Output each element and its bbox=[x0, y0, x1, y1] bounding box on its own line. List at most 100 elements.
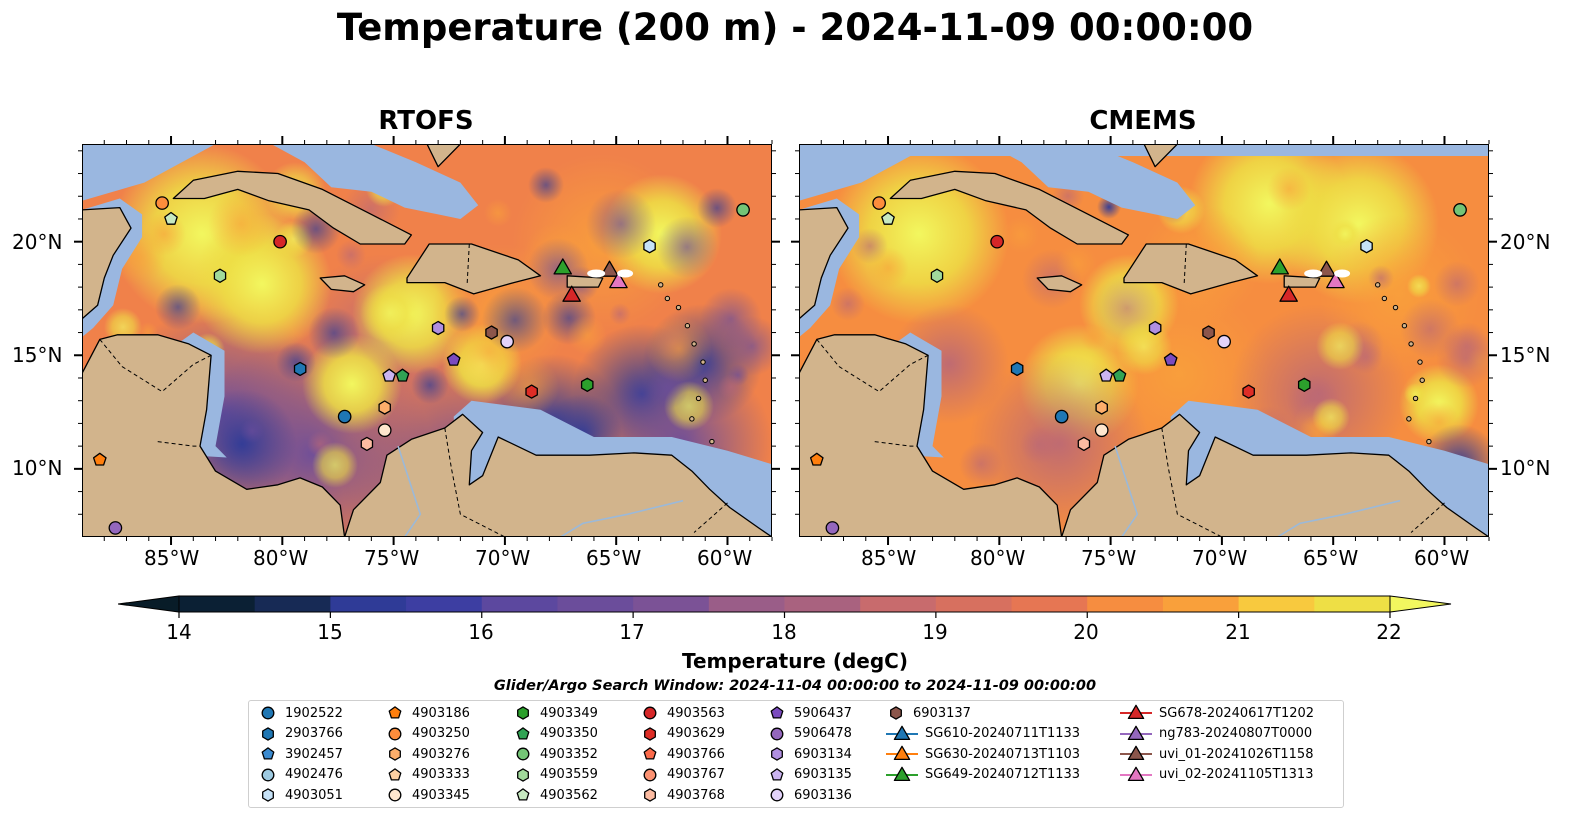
observation-marker bbox=[273, 234, 287, 249]
temperature-eddy bbox=[867, 247, 909, 289]
legend-label: 4903629 bbox=[667, 726, 725, 741]
colorbar-bin bbox=[784, 596, 861, 612]
temperature-eddy bbox=[959, 442, 1003, 486]
river bbox=[1114, 445, 1139, 537]
colorbar-tick-label: 18 bbox=[771, 620, 797, 644]
observation-marker bbox=[1112, 368, 1127, 382]
temperature-eddy bbox=[656, 216, 718, 278]
yucatan-land bbox=[799, 206, 849, 320]
legend-marker bbox=[770, 767, 784, 781]
temperature-eddy bbox=[1312, 398, 1350, 436]
antilles-island bbox=[695, 395, 702, 402]
observation-marker bbox=[395, 368, 410, 382]
x-tick-label: 65°W bbox=[586, 546, 642, 570]
legend-entry: 4903250 bbox=[384, 724, 470, 744]
observation-marker bbox=[809, 452, 824, 466]
observation-marker bbox=[213, 268, 227, 283]
legend-entry: 6903136 bbox=[766, 785, 852, 805]
antilles-island bbox=[691, 341, 697, 347]
legend-label: 1902522 bbox=[285, 705, 343, 721]
cmems-temperature-map bbox=[799, 144, 1489, 537]
legend-entry: ng783-20240807T0000 bbox=[1119, 724, 1312, 744]
x-tick-label: 70°W bbox=[1192, 546, 1248, 570]
bahamas-land bbox=[1143, 144, 1179, 168]
observation-marker bbox=[1270, 258, 1290, 275]
temperature-eddy bbox=[567, 315, 607, 355]
antilles-island bbox=[1392, 304, 1399, 311]
legend-marker bbox=[388, 788, 402, 802]
legend-label: 4903250 bbox=[412, 726, 470, 741]
temperature-anomaly bbox=[302, 334, 402, 434]
border-line bbox=[99, 339, 212, 393]
legend-label: 5906478 bbox=[794, 726, 852, 741]
y-tick-label: 20°N bbox=[1500, 230, 1551, 254]
x-tick-label: 80°W bbox=[970, 546, 1026, 570]
legend-marker bbox=[890, 706, 902, 720]
legend-entry: SG678-20240617T1202 bbox=[1119, 703, 1314, 723]
legend-entry: 2903766 bbox=[257, 724, 343, 744]
observation-marker bbox=[990, 234, 1004, 249]
temperature-eddy bbox=[646, 316, 712, 382]
river bbox=[397, 445, 422, 537]
legend-marker bbox=[388, 767, 402, 781]
gulf-shelf bbox=[799, 144, 933, 201]
observation-marker bbox=[446, 352, 461, 366]
pentagon-marker-icon bbox=[388, 767, 402, 781]
legend-marker bbox=[1127, 766, 1145, 781]
legend-label: SG649-20240712T1133 bbox=[925, 767, 1081, 782]
observation-marker bbox=[609, 271, 628, 289]
legend-marker bbox=[517, 706, 529, 720]
temperature-eddy bbox=[697, 188, 737, 228]
border-line bbox=[874, 441, 917, 447]
colorbar-bin bbox=[179, 596, 256, 612]
antilles-island bbox=[1401, 323, 1408, 329]
colorbar-tick-label: 17 bbox=[619, 620, 645, 644]
observation-marker bbox=[1217, 334, 1231, 349]
temperature-eddy bbox=[444, 296, 480, 332]
legend-entry: 4903562 bbox=[512, 785, 598, 805]
legend-label: 6903135 bbox=[794, 767, 852, 782]
triangle-marker-icon bbox=[886, 745, 918, 761]
temperature-colorbar bbox=[118, 595, 1452, 618]
legend-entry: 4903051 bbox=[257, 785, 343, 805]
antilles-island bbox=[675, 304, 682, 311]
antilles-island bbox=[1406, 416, 1412, 422]
hexagon-marker-icon bbox=[262, 726, 274, 741]
legend-entry: 4903767 bbox=[639, 765, 725, 785]
legend-entry: 4903559 bbox=[512, 765, 598, 785]
observation-marker bbox=[562, 285, 581, 302]
observation-marker bbox=[1279, 285, 1298, 302]
observation-marker bbox=[600, 260, 619, 277]
temperature-eddy bbox=[208, 191, 274, 257]
x-tick-label: 75°W bbox=[364, 546, 420, 570]
cmems-panel-title: CMEMS bbox=[1089, 106, 1197, 136]
temperature-eddy bbox=[411, 366, 449, 404]
legend-marker bbox=[1127, 745, 1145, 761]
legend-entry: 4903350 bbox=[512, 724, 598, 744]
legend-marker bbox=[516, 726, 530, 740]
triangle-marker-icon bbox=[1120, 766, 1152, 781]
legend-marker bbox=[516, 788, 530, 801]
legend-marker bbox=[261, 747, 275, 760]
bahamas-shelf bbox=[988, 144, 1196, 219]
circle-marker-icon bbox=[261, 768, 275, 781]
legend-marker bbox=[262, 788, 274, 802]
temperature-eddy bbox=[722, 316, 772, 376]
border-line bbox=[1410, 502, 1445, 533]
pentagon-marker-icon bbox=[516, 726, 530, 740]
colorbar-tick-label: 14 bbox=[166, 620, 192, 644]
triangle-marker-icon bbox=[886, 766, 918, 781]
temperature-eddy bbox=[1407, 274, 1431, 298]
legend-marker bbox=[893, 766, 911, 781]
hexagon-marker-icon bbox=[389, 747, 401, 761]
antilles-island bbox=[684, 323, 691, 329]
antilles-island bbox=[1375, 282, 1381, 288]
legend-label: 4903767 bbox=[667, 767, 725, 782]
colorbar-bin bbox=[935, 596, 1013, 612]
circle-marker-icon bbox=[516, 747, 530, 761]
legend-entry: 6903137 bbox=[885, 703, 971, 723]
glider-track bbox=[1304, 269, 1323, 278]
observation-marker bbox=[431, 320, 445, 336]
y-tick-label: 10°N bbox=[1500, 456, 1551, 480]
